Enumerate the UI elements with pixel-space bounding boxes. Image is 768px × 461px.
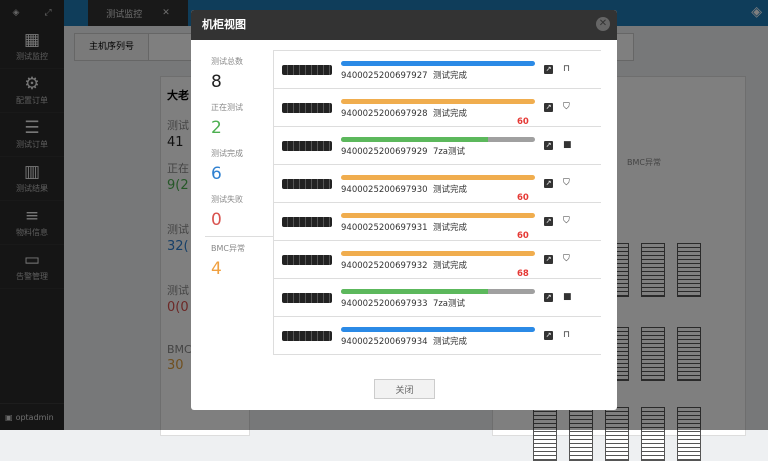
rack-view-modal: 机柜视图 ✕ 测试总数 8 正在测试 2 测试完成 6 测试失败 0 BMC异常 4 9400025… (191, 10, 617, 410)
server-status: 测试完成 (432, 109, 467, 119)
stop-icon[interactable]: ■ (563, 140, 572, 150)
stat-label: 测试完成 (211, 149, 243, 158)
open-external-icon[interactable]: ↗ (544, 65, 553, 74)
server-image (282, 65, 332, 75)
bmc-count: 68 (517, 269, 529, 279)
stop-icon[interactable]: ■ (563, 292, 572, 302)
modal-header: 机柜视图 ✕ (191, 10, 617, 40)
server-info: 9400025200697931 测试完成 (341, 221, 467, 233)
progress-bar (341, 289, 535, 294)
stat-item: 测试失败 0 (205, 188, 273, 234)
serial-number: 9400025200697934 (341, 337, 428, 347)
server-row[interactable]: 9400025200697928 测试完成 60 ↗ ⛉ (274, 89, 601, 127)
server-status: 测试完成 (432, 261, 467, 271)
stat-label: BMC异常 (211, 244, 245, 253)
serial-number: 9400025200697929 (341, 147, 428, 157)
shield-icon[interactable]: ⛉ (563, 254, 570, 264)
server-info: 9400025200697934 测试完成 (341, 335, 467, 347)
progress-bar (341, 99, 535, 104)
stat-value: 0 (211, 210, 222, 230)
server-image (282, 255, 332, 265)
server-image (282, 179, 332, 189)
serial-number: 9400025200697931 (341, 223, 428, 233)
server-info: 9400025200697932 测试完成 (341, 259, 467, 271)
open-external-icon[interactable]: ↗ (544, 217, 553, 226)
server-info: 9400025200697930 测试完成 (341, 183, 467, 195)
server-status: 7za测试 (432, 147, 466, 157)
open-external-icon[interactable]: ↗ (544, 103, 553, 112)
open-external-icon[interactable]: ↗ (544, 255, 553, 264)
server-info: 9400025200697928 测试完成 (341, 107, 467, 119)
serial-number: 9400025200697927 (341, 71, 428, 81)
stat-item: 测试完成 6 (205, 142, 273, 188)
server-status: 测试完成 (432, 71, 467, 81)
progress-bar (341, 61, 535, 66)
server-status: 测试完成 (432, 337, 467, 347)
shield-icon[interactable]: ⛉ (563, 102, 570, 112)
serial-number: 9400025200697928 (341, 109, 428, 119)
stat-label: 测试失败 (211, 195, 243, 204)
bmc-count: 60 (517, 193, 529, 203)
progress-bar (341, 137, 535, 142)
progress-bar (341, 175, 535, 180)
stats-panel: 测试总数 8 正在测试 2 测试完成 6 测试失败 0 BMC异常 4 (205, 50, 273, 283)
serial-number: 9400025200697933 (341, 299, 428, 309)
open-external-icon[interactable]: ↗ (544, 141, 553, 150)
stat-item: BMC异常 4 (205, 236, 273, 283)
server-row[interactable]: 9400025200697927 测试完成 ↗ ⊓ (274, 51, 601, 89)
unlock-icon[interactable]: ⊓ (563, 330, 571, 340)
stat-label: 正在测试 (211, 103, 243, 112)
open-external-icon[interactable]: ↗ (544, 179, 553, 188)
server-image (282, 293, 332, 303)
open-external-icon[interactable]: ↗ (544, 293, 553, 302)
open-external-icon[interactable]: ↗ (544, 331, 553, 340)
server-status: 测试完成 (432, 185, 467, 195)
progress-bar (341, 327, 535, 332)
close-button[interactable]: 关闭 (374, 379, 435, 399)
stat-value: 2 (211, 118, 222, 138)
bmc-count: 60 (517, 231, 529, 241)
server-list: 9400025200697927 测试完成 ↗ ⊓ 9400025200697928 … (273, 50, 601, 355)
server-image (282, 217, 332, 227)
server-row[interactable]: 9400025200697930 测试完成 60 ↗ ⛉ (274, 165, 601, 203)
server-info: 9400025200697933 7za测试 (341, 297, 465, 309)
shield-icon[interactable]: ⛉ (563, 178, 570, 188)
server-info: 9400025200697929 7za测试 (341, 145, 465, 157)
unlock-icon[interactable]: ⊓ (563, 64, 571, 74)
progress-bar (341, 251, 535, 256)
stat-value: 8 (211, 72, 222, 92)
server-status: 测试完成 (432, 223, 467, 233)
stat-label: 测试总数 (211, 57, 243, 66)
server-image (282, 331, 332, 341)
server-info: 9400025200697927 测试完成 (341, 69, 467, 81)
stat-item: 测试总数 8 (205, 50, 273, 96)
bmc-count: 60 (517, 117, 529, 127)
stat-item: 正在测试 2 (205, 96, 273, 142)
server-row[interactable]: 9400025200697931 测试完成 60 ↗ ⛉ (274, 203, 601, 241)
server-status: 7za测试 (432, 299, 466, 309)
server-image (282, 141, 332, 151)
serial-number: 9400025200697932 (341, 261, 428, 271)
stat-value: 6 (211, 164, 222, 184)
server-row[interactable]: 9400025200697934 测试完成 ↗ ⊓ (274, 317, 601, 355)
shield-icon[interactable]: ⛉ (563, 216, 570, 226)
server-row[interactable]: 9400025200697933 7za测试 ↗ ■ (274, 279, 601, 317)
progress-bar (341, 213, 535, 218)
modal-title: 机柜视图 (202, 18, 246, 31)
serial-number: 9400025200697930 (341, 185, 428, 195)
server-row[interactable]: 9400025200697929 7za测试 ↗ ■ (274, 127, 601, 165)
server-row[interactable]: 9400025200697932 测试完成 68 ↗ ⛉ (274, 241, 601, 279)
stat-value: 4 (211, 259, 222, 279)
close-icon[interactable]: ✕ (596, 17, 610, 31)
server-image (282, 103, 332, 113)
